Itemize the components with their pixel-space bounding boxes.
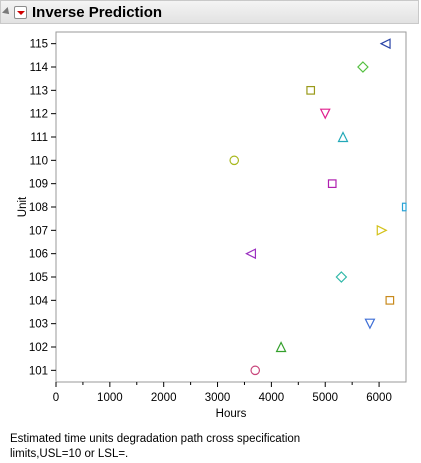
x-axis: 0 1000 2000 3000 4000 5000 6000 [53,382,392,404]
y-tick-label: 103 [29,319,48,331]
footnote-text: Estimated time units degradation path cr… [10,433,301,460]
x-tick-label: 6000 [366,392,392,404]
y-tick-label: 112 [30,109,48,121]
y-tick-label: 105 [29,272,48,284]
data-point-unit-111 [337,131,349,143]
y-tick-label: 102 [29,342,48,354]
x-tick-label: 1000 [97,392,123,404]
data-point-unit-101 [250,365,261,376]
x-tick-label: 4000 [259,392,285,404]
plot-frame [55,31,407,383]
x-axis-label: Hours [216,408,247,420]
y-tick-label: 114 [30,62,49,74]
y-tick-label: 113 [30,85,48,97]
y-tick-label: 111 [31,132,48,144]
data-point-unit-103 [364,318,376,330]
x-tick-label: 5000 [312,392,338,404]
y-tick-label: 106 [29,249,48,261]
x-tick-label: 0 [53,392,59,404]
y-tick-label: 107 [29,225,48,237]
report-title: Inverse Prediction [32,4,163,21]
disclosure-triangle-icon[interactable] [2,7,12,17]
data-point-unit-106 [245,248,257,260]
y-tick-label: 110 [30,155,48,167]
y-tick-label: 109 [29,179,48,191]
data-points [229,38,407,376]
data-point-unit-102 [275,341,287,353]
x-tick-label: 3000 [205,392,231,404]
y-tick-label: 101 [29,365,48,377]
report-header: Inverse Prediction [0,0,419,24]
y-tick-label: 104 [29,295,49,307]
inverse-prediction-chart: 0 1000 2000 3000 4000 5000 6000 10110210310410… [17,31,407,420]
data-point-unit-108 [401,202,407,212]
data-point-unit-109 [327,179,337,189]
data-point-unit-115 [379,38,391,50]
data-point-unit-105 [335,271,348,283]
red-triangle-menu-icon[interactable] [14,6,27,19]
data-point-unit-107 [376,224,388,236]
y-axis-label: Unit [17,196,29,217]
data-point-unit-104 [385,295,395,305]
data-point-unit-110 [229,155,240,166]
data-point-unit-113 [306,85,316,95]
y-tick-label: 108 [29,202,48,214]
data-point-unit-112 [319,108,331,120]
y-tick-label: 115 [30,39,48,51]
x-tick-label: 2000 [151,392,177,404]
data-point-unit-114 [357,61,369,73]
y-axis: 101 102 103 104 105 106 107 108 109 110 111 112 113 1… [29,39,56,377]
